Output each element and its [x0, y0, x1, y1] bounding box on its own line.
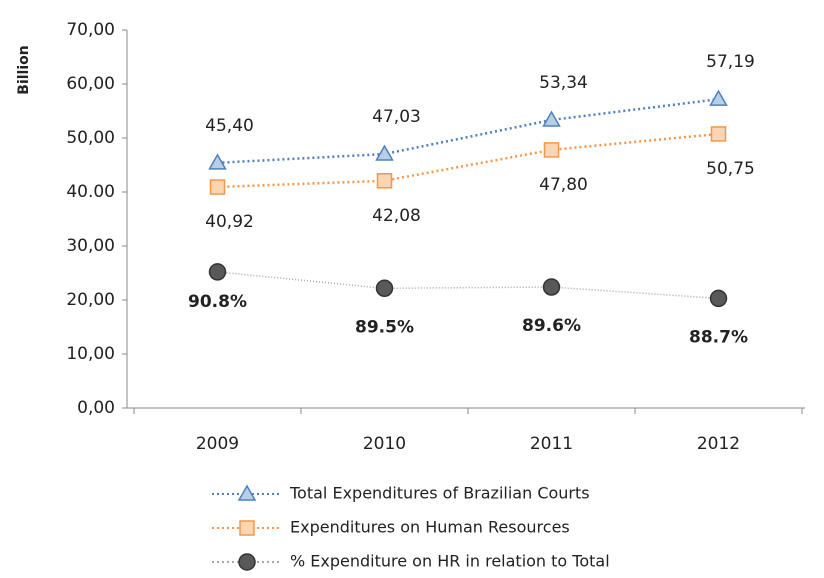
data-label: 57,19	[706, 52, 755, 72]
data-label: 88.7%	[689, 327, 748, 347]
legend-label: Expenditures on Human Resources	[290, 518, 570, 537]
x-tick-label: 2010	[363, 434, 406, 454]
x-tick-label: 2011	[530, 434, 573, 454]
y-tick-label: 0,00	[77, 398, 115, 418]
data-label: 90.8%	[188, 292, 247, 312]
y-tick-label: 20,00	[66, 290, 115, 310]
marker	[209, 179, 226, 195]
data-label: 45,40	[205, 116, 254, 136]
data-label: 42,08	[372, 206, 421, 226]
data-label: 47,03	[372, 107, 421, 127]
marker	[208, 153, 227, 170]
marker	[710, 126, 727, 142]
marker	[239, 520, 255, 536]
x-tick-label: 2012	[697, 434, 740, 454]
data-label: 47,80	[539, 175, 588, 195]
marker	[709, 89, 728, 106]
data-label: 89.5%	[355, 317, 414, 337]
marker	[709, 289, 728, 308]
series-line	[217, 271, 719, 300]
legend-label: Total Expenditures of Brazilian Courts	[289, 484, 590, 503]
marker	[376, 173, 393, 189]
data-label: 89.6%	[522, 316, 581, 336]
y-tick-label: 70,00	[66, 20, 115, 40]
marker	[375, 144, 394, 161]
series-line	[217, 132, 719, 189]
marker	[542, 278, 561, 296]
y-tick-label: 50,00	[66, 128, 115, 148]
data-label: 50,75	[706, 159, 755, 179]
y-tick-label: 30,00	[66, 236, 115, 256]
data-label: 40,92	[205, 212, 254, 232]
marker	[238, 553, 256, 571]
x-tick-label: 2009	[196, 434, 239, 454]
marker	[375, 279, 394, 298]
y-tick-label: 10,00	[66, 344, 115, 364]
marker	[543, 142, 560, 158]
legend-label: % Expenditure on HR in relation to Total	[290, 552, 610, 571]
marker	[208, 263, 227, 281]
marker	[542, 110, 561, 127]
data-label: 53,34	[539, 73, 588, 93]
marker	[237, 484, 257, 501]
series-line	[217, 97, 719, 165]
y-tick-label: 60,00	[66, 74, 115, 94]
y-tick-label: 40.00	[66, 182, 115, 202]
y-axis-label: Billion	[16, 45, 32, 94]
